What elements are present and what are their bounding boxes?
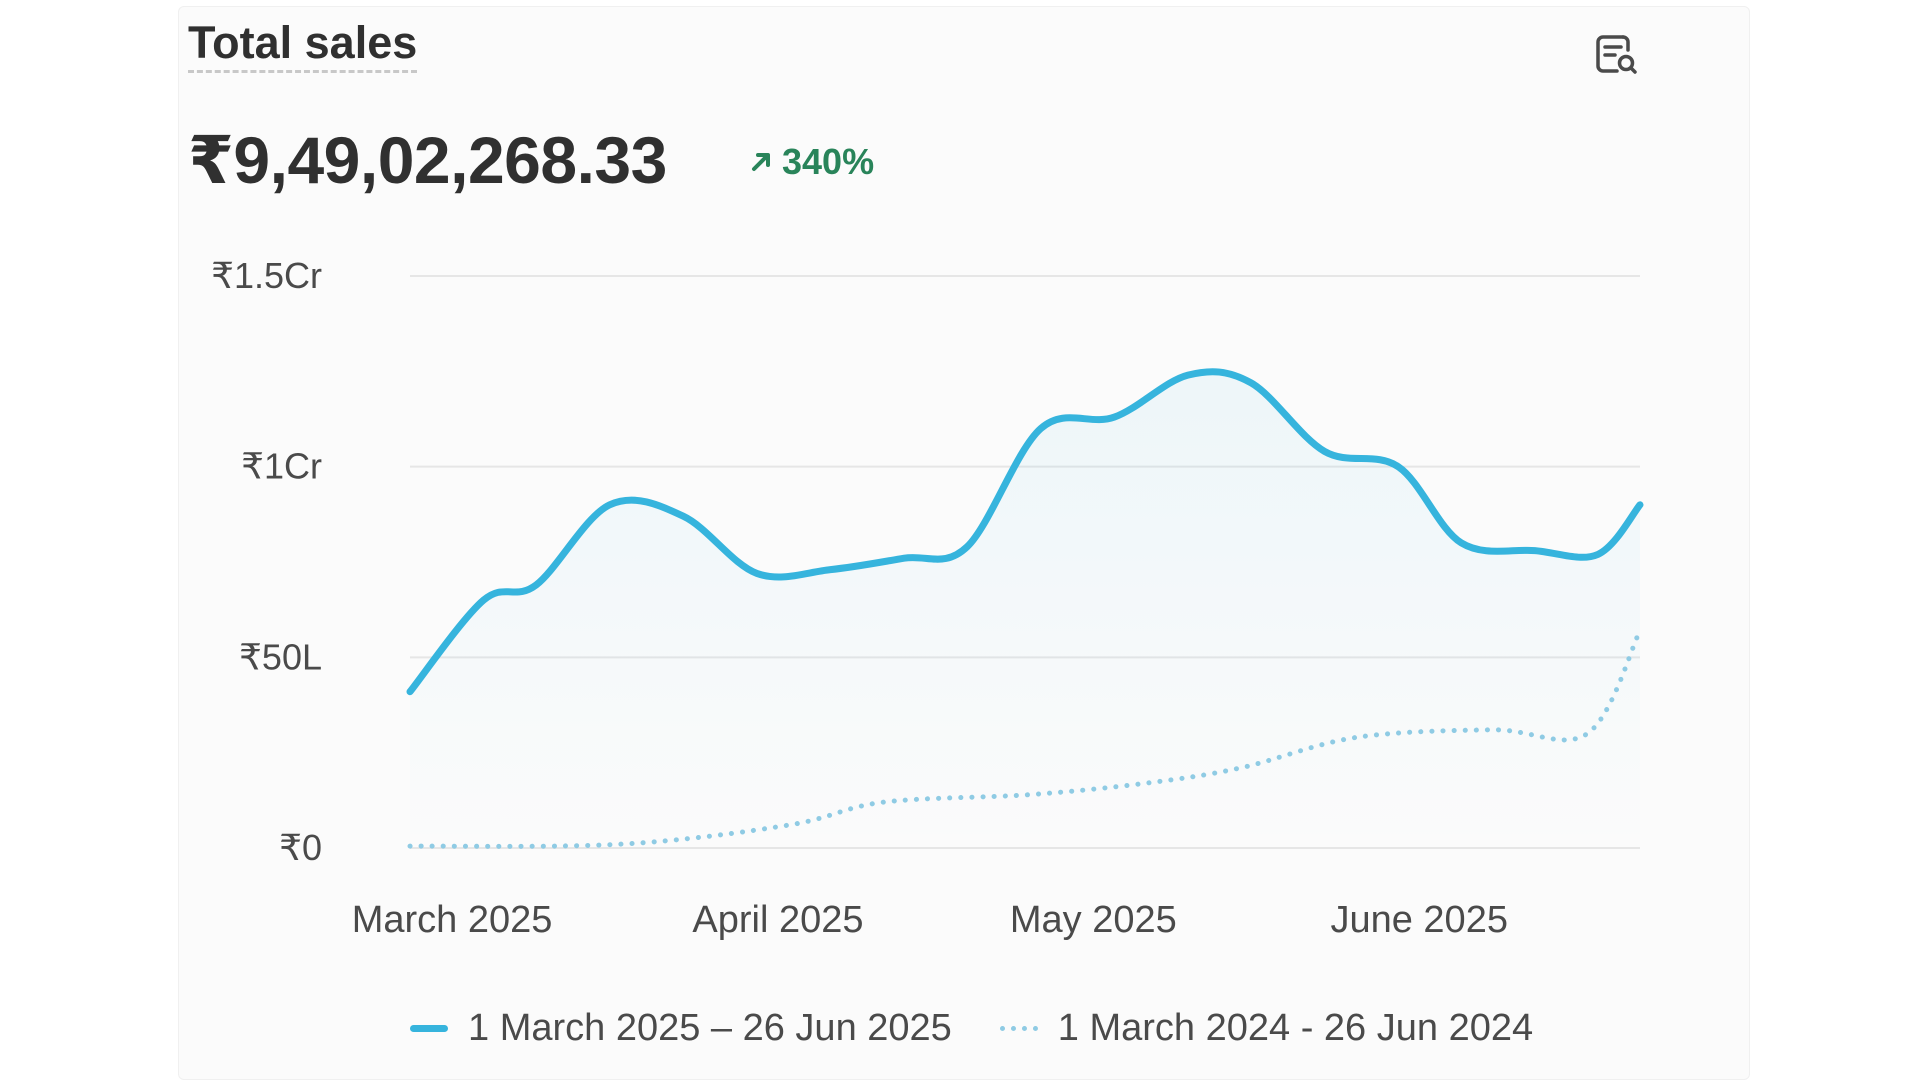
y-tick-label: ₹0 [279, 827, 322, 868]
y-tick-label: ₹50L [239, 636, 322, 677]
legend-swatch-dotted [999, 1025, 1038, 1031]
x-tick-label: June 2025 [1330, 899, 1508, 941]
series-lines [406, 368, 1644, 849]
sales-line-chart: ₹0 ₹50L ₹1Cr ₹1.5Cr March 2025 April 2025 May… [211, 255, 1644, 941]
total-sales-card [178, 6, 1750, 1080]
x-tick-label: March 2025 [352, 899, 553, 941]
arrow-up-right-icon [752, 153, 770, 171]
series-area-current [410, 371, 1640, 848]
y-tick-label: ₹1Cr [241, 446, 322, 487]
series-line-current[interactable] [406, 368, 1644, 696]
card-title[interactable]: Total sales [188, 18, 418, 73]
chart-legend: 1 March 2025 – 26 Jun 2025 1 March 2024 … [410, 1003, 1581, 1053]
legend-label-current: 1 March 2025 – 26 Jun 2025 [468, 1007, 952, 1049]
chart-search-icon [1596, 35, 1637, 74]
chart-search-button[interactable] [1588, 26, 1644, 82]
x-axis-ticks: March 2025 April 2025 May 2025 June 2025 [352, 899, 1508, 941]
y-axis-ticks: ₹0 ₹50L ₹1Cr ₹1.5Cr [211, 255, 322, 868]
y-tick-label: ₹1.5Cr [211, 255, 322, 296]
area-fill [410, 371, 1640, 848]
x-tick-label: April 2025 [692, 899, 863, 941]
legend-item-previous[interactable]: 1 March 2024 - 26 Jun 2024 [999, 1003, 1534, 1053]
total-sales-value: ₹9,49,02,268.33 [188, 123, 667, 197]
legend-item-current[interactable]: 1 March 2025 – 26 Jun 2025 [410, 1003, 952, 1053]
x-tick-label: May 2025 [1010, 899, 1177, 941]
change-badge: 340% [750, 140, 874, 184]
legend-label-previous: 1 March 2024 - 26 Jun 2024 [1057, 1007, 1534, 1049]
series-line-previous[interactable] [407, 628, 1643, 849]
legend-swatch-solid [410, 1024, 448, 1032]
change-percent: 340% [782, 141, 875, 182]
